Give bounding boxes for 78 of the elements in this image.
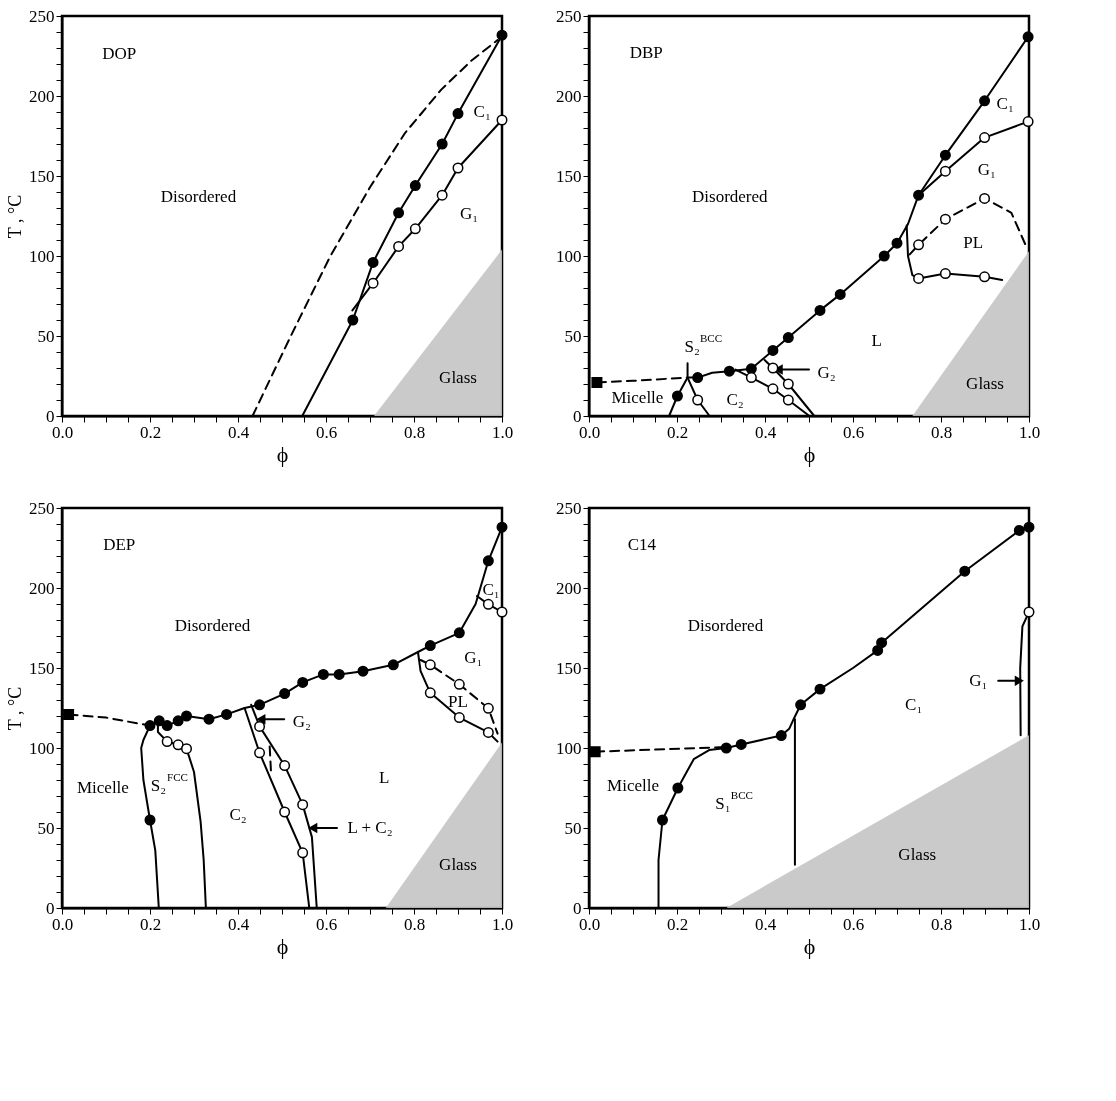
y-tick-label: 100	[29, 246, 55, 266]
annotation: Disordered	[692, 186, 769, 206]
annotation: G₁	[459, 204, 479, 224]
x-tick-label: 0.6	[315, 422, 338, 442]
x-axis-title: ϕ	[276, 441, 289, 467]
x-tick-label: 0.4	[754, 422, 777, 442]
y-axis-title: T , °C	[5, 194, 25, 239]
annotation: Glass	[966, 374, 1004, 393]
y-tick-label: 250	[556, 6, 582, 26]
annotation: C₁	[905, 694, 923, 714]
y-tick-label: 250	[29, 498, 55, 518]
x-tick-label: 0.2	[666, 914, 689, 934]
annotation: C₁	[473, 102, 491, 121]
x-tick-label: 0.4	[227, 914, 250, 934]
annotation: Glass	[439, 367, 477, 387]
y-tick-label: 200	[556, 86, 582, 106]
annotation: C₂	[726, 390, 744, 409]
annotation: G₁	[464, 648, 483, 668]
y-tick-label: 100	[556, 246, 582, 266]
y-tick-label: 250	[556, 498, 582, 518]
annotation: L	[871, 330, 882, 350]
x-tick-label: 0.4	[227, 422, 250, 442]
annotation: G₂	[292, 712, 311, 732]
annotation: Disordered	[160, 186, 237, 206]
annotation: Disordered	[687, 616, 764, 636]
y-tick-label: 250	[29, 6, 55, 26]
annotation: G₁	[969, 670, 988, 690]
y-tick-label: 150	[556, 658, 582, 678]
y-tick-label: 150	[556, 166, 582, 186]
annotation: DEP	[103, 534, 136, 554]
y-tick-label: 50	[564, 818, 582, 838]
annotation: C₁	[482, 579, 500, 599]
annotation: Glass	[439, 854, 477, 874]
y-tick-label: 100	[556, 738, 582, 758]
y-tick-label: 200	[29, 578, 55, 598]
annotation: G₁	[977, 159, 996, 179]
annotation: L	[378, 768, 390, 788]
x-tick-label: 0.6	[315, 914, 338, 934]
y-axis-title: T , °C	[5, 686, 25, 731]
x-tick-label: 1.0	[1018, 422, 1041, 442]
y-tick-label: 50	[37, 818, 55, 838]
x-tick-label: 0.6	[842, 422, 865, 442]
annotation: Glass	[898, 845, 937, 865]
x-axis-title: ϕ	[803, 933, 816, 959]
x-tick-label: 1.0	[491, 914, 514, 934]
x-tick-label: 0.8	[930, 914, 953, 934]
annotation: C14	[627, 534, 657, 554]
annotation: DBP	[629, 42, 663, 62]
x-tick-label: 0.8	[403, 422, 426, 442]
y-tick-label: 50	[564, 326, 582, 346]
annotation: Micelle	[76, 778, 129, 797]
y-tick-label: 200	[29, 86, 55, 106]
y-tick-label: 150	[29, 166, 55, 186]
annotation: L + C₂	[347, 818, 393, 837]
x-tick-label: 0.6	[842, 914, 865, 934]
annotation: G₂	[817, 362, 836, 382]
x-axis-title: ϕ	[803, 441, 816, 467]
y-tick-label: 200	[556, 578, 582, 598]
x-tick-label: 1.0	[1018, 914, 1041, 934]
annotation: C₁	[996, 94, 1014, 113]
annotation: Micelle	[607, 776, 659, 796]
x-axis-title: ϕ	[276, 933, 289, 959]
annotation: Micelle	[611, 388, 664, 408]
x-tick-label: 0.2	[666, 422, 689, 442]
x-tick-label: 0.8	[403, 914, 426, 934]
annotation: DOP	[102, 44, 137, 64]
y-tick-label: 100	[29, 738, 55, 758]
x-tick-label: 0.4	[754, 914, 777, 934]
x-tick-label: 0.8	[930, 422, 953, 442]
annotation: Disordered	[174, 616, 251, 636]
y-tick-label: 150	[29, 658, 55, 678]
annotation: PL	[448, 691, 468, 711]
y-tick-label: 50	[37, 326, 55, 346]
x-tick-label: 1.0	[491, 422, 514, 442]
annotation: C₂	[229, 805, 247, 825]
x-tick-label: 0.2	[139, 914, 162, 934]
annotation: PL	[963, 233, 984, 253]
x-tick-label: 0.2	[139, 422, 162, 442]
